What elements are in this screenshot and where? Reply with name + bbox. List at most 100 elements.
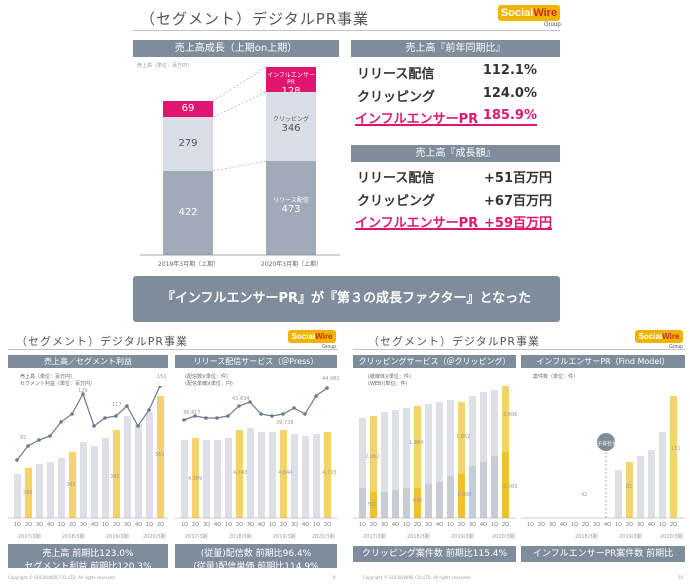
chart1-foot-profit: セグメント利益 前期比120.3% <box>24 562 152 572</box>
chart2-foot-count: (従量)配信数 前期比96.4% <box>200 549 312 559</box>
chart4-plot: 1Q 2Q 3Q 4Q 1Q 2Q 3Q 4Q 1Q 2Q 3Q 4Q 1Q 2Q <box>521 396 685 528</box>
chart3-foot: クリッピング案件数 前期比115.4% <box>353 546 516 562</box>
growth-head: 売上高『成長額』 <box>351 145 560 162</box>
svg-text:3Q: 3Q <box>549 522 556 528</box>
chart2-label-b1: 4,309 <box>188 476 203 482</box>
svg-text:1Q: 1Q <box>359 522 366 528</box>
svg-text:1Q: 1Q <box>313 522 320 528</box>
svg-text:4Q: 4Q <box>214 522 221 528</box>
svg-text:4Q: 4Q <box>392 522 399 528</box>
chart4-head: インフルエンサーPR（Find Model） <box>521 355 685 368</box>
chart1-legend-sales: 売上高（単位：百万円） <box>20 374 76 380</box>
chart4-year-2019: 2019/3期 <box>619 534 642 540</box>
svg-text:4Q: 4Q <box>648 522 655 528</box>
chart3-year-2018: 2018/3期 <box>407 534 430 540</box>
chart3-legend-web: (WEB)(単位：件) <box>368 381 408 387</box>
svg-text:1Q: 1Q <box>447 522 454 528</box>
chart1-label-151: 151 <box>157 374 167 380</box>
chart2-label-2: 43,634 <box>232 396 250 402</box>
svg-text:2Q: 2Q <box>324 522 331 528</box>
svg-text:3Q: 3Q <box>425 522 432 528</box>
svg-text:1Q: 1Q <box>146 522 153 528</box>
chart1-head: 売上高／セグメント利益 <box>8 355 168 368</box>
bar2-clipping: クリッピング 346 <box>266 92 316 161</box>
right-logo-sub: Group <box>669 344 683 350</box>
chart3-legend-paper: (紙媒体)(単位：件) <box>368 374 411 380</box>
growth-row-release: リリース配信 +51百万円 <box>357 171 552 186</box>
chart3-label-f: 636 <box>413 498 423 504</box>
bar2-release: リリース配信 473 <box>266 161 316 255</box>
chart4-label-b: 61 <box>626 484 633 490</box>
chart2-year-2019: 2019/3期 <box>273 534 296 540</box>
svg-text:3Q: 3Q <box>247 522 254 528</box>
bar1-clipping: 279 <box>163 117 213 171</box>
svg-text:1Q: 1Q <box>225 522 232 528</box>
logo-text-b: Wire <box>533 7 558 19</box>
left-page-number: 9 <box>333 575 336 580</box>
bar1-influencer: 69 <box>163 101 213 117</box>
yoy-head: 売上高『前年同期比』 <box>351 40 560 57</box>
chart3-label-a: 2,062 <box>365 454 380 460</box>
svg-text:3Q: 3Q <box>36 522 43 528</box>
chart2-plot: 1Q 2Q 3Q 4Q 1Q 2Q 3Q 4Q 1Q 2Q 3Q 4Q 1Q 2Q <box>175 386 337 528</box>
chart1-label-82: 82 <box>20 435 27 441</box>
svg-text:2Q: 2Q <box>670 522 677 528</box>
svg-text:1Q: 1Q <box>181 522 188 528</box>
chart1-label-343: 343 <box>66 482 76 488</box>
svg-text:2Q: 2Q <box>69 522 76 528</box>
chart4-label-c: 131 <box>671 446 681 452</box>
svg-text:2Q: 2Q <box>280 522 287 528</box>
top-logo-sub: Group <box>544 22 561 28</box>
chart2-legend-price: (配信単価)(単位：円) <box>185 381 233 387</box>
chart1-label-129: 129 <box>78 388 88 394</box>
svg-text:2Q: 2Q <box>192 522 199 528</box>
svg-text:2Q: 2Q <box>626 522 633 528</box>
top-title-rule <box>133 30 560 31</box>
chart4-callout: 子会社化 <box>597 441 618 447</box>
chart3-label-b: 1,884 <box>409 440 424 446</box>
chart1-label-117: 117 <box>112 402 122 408</box>
yoy-row-clipping: クリッピング 124.0% <box>357 86 537 105</box>
chart1-year-2017: 2017/3期 <box>18 534 41 540</box>
conclusion-banner: 『インフルエンサーPR』が『第３の成長ファクター』となった <box>133 276 560 322</box>
left-copyright: Copyright © SOCIALWIRE CO.,LTD. All righ… <box>8 575 116 580</box>
chart2-label-b4: 4,733 <box>322 470 337 476</box>
chart3-label-g: 1,080 <box>457 492 472 498</box>
svg-text:1Q: 1Q <box>403 522 410 528</box>
chart4-year-2020: 2020/3期 <box>660 534 683 540</box>
svg-text:2Q: 2Q <box>582 522 589 528</box>
svg-text:2Q: 2Q <box>414 522 421 528</box>
chart3-year-2017: 2017/3期 <box>363 534 386 540</box>
chart2-foot: (従量)配信数 前期比96.4% (従量)配信単価 前期比114.9% <box>175 544 337 572</box>
chart1-year-2019: 2019/3期 <box>106 534 129 540</box>
left-slide-title: （セグメント）デジタルPR事業 <box>16 335 189 348</box>
svg-text:1Q: 1Q <box>102 522 109 528</box>
svg-text:4Q: 4Q <box>258 522 265 528</box>
svg-text:3Q: 3Q <box>80 522 87 528</box>
svg-text:3Q: 3Q <box>381 522 388 528</box>
svg-text:4Q: 4Q <box>47 522 54 528</box>
svg-text:3Q: 3Q <box>124 522 131 528</box>
svg-text:4Q: 4Q <box>135 522 142 528</box>
chart1-bars <box>14 396 164 518</box>
chart3-head: クリッピングサービス（＠クリッピング） <box>353 355 516 368</box>
svg-text:1Q: 1Q <box>571 522 578 528</box>
svg-text:2Q: 2Q <box>25 522 32 528</box>
chart1-legend-profit: セグメント利益（単位：百万円） <box>20 381 96 387</box>
right-page-number: 10 <box>678 575 684 580</box>
chart1-plot: 1Q 2Q 3Q 4Q 1Q 2Q 3Q 4Q 1Q 2Q 3Q 4Q 1Q 2Q <box>8 386 168 528</box>
chart4-label-a: 42 <box>581 492 588 498</box>
chart1-foot-sales: 売上高 前期比123.0% <box>42 549 134 559</box>
chart2-label-b3: 4,844 <box>278 470 293 476</box>
svg-text:2Q: 2Q <box>502 522 509 528</box>
right-logo: SocialWire <box>635 330 683 343</box>
svg-text:2Q: 2Q <box>157 522 164 528</box>
chart1-label-391: 391 <box>110 474 120 480</box>
svg-text:4Q: 4Q <box>302 522 309 528</box>
chart2-label-b2: 4,743 <box>233 470 248 476</box>
right-copyright: Copyright © SOCIALWIRE CO.,LTD. All righ… <box>363 575 471 580</box>
right-slide-title: （セグメント）デジタルPR事業 <box>368 335 541 348</box>
top-slide-title: （セグメント）デジタルPR事業 <box>140 10 370 28</box>
svg-text:2Q: 2Q <box>113 522 120 528</box>
svg-text:3Q: 3Q <box>291 522 298 528</box>
